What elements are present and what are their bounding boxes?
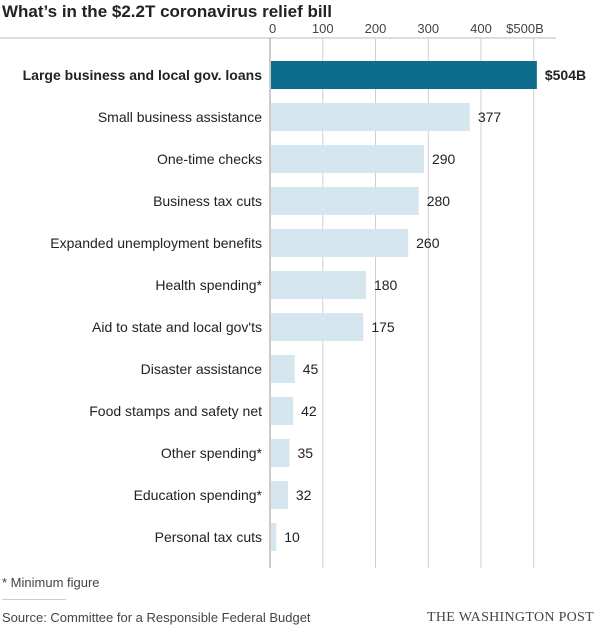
bar xyxy=(271,61,537,89)
bar xyxy=(271,397,294,425)
value-label: 32 xyxy=(296,487,312,503)
bar xyxy=(271,355,295,383)
chart-title: What’s in the $2.2T coronavirus relief b… xyxy=(2,2,333,21)
category-label: Health spending* xyxy=(155,277,262,293)
publisher-credit: THE WASHINGTON POST xyxy=(427,610,594,625)
category-label: Aid to state and local gov'ts xyxy=(92,319,262,335)
bar xyxy=(271,313,364,341)
value-label: 35 xyxy=(297,445,313,461)
source-note: Source: Committee for a Responsible Fede… xyxy=(2,610,311,625)
category-label: Business tax cuts xyxy=(153,193,262,209)
category-label: Education spending* xyxy=(134,487,263,503)
category-label: Food stamps and safety net xyxy=(89,403,262,419)
bar xyxy=(271,271,366,299)
footnote-divider xyxy=(2,599,66,600)
value-label: 290 xyxy=(432,151,456,167)
bar xyxy=(271,187,419,215)
bar xyxy=(271,481,288,509)
x-tick-label: $500B xyxy=(506,24,544,36)
category-label: Disaster assistance xyxy=(141,361,263,377)
x-tick-label: 400 xyxy=(470,24,492,36)
category-label: Large business and local gov. loans xyxy=(23,67,263,83)
bar xyxy=(271,439,290,467)
category-label: Expanded unemployment benefits xyxy=(50,235,262,251)
value-label: 180 xyxy=(374,277,398,293)
bar xyxy=(271,229,409,257)
value-label: 377 xyxy=(478,109,502,125)
x-tick-label: 0 xyxy=(269,24,276,36)
bar xyxy=(271,523,277,551)
value-label: 45 xyxy=(303,361,319,377)
value-label: 280 xyxy=(427,193,451,209)
x-tick-label: 200 xyxy=(365,24,387,36)
category-label: One-time checks xyxy=(157,151,262,167)
footnote: * Minimum figure xyxy=(2,575,100,590)
category-label: Personal tax cuts xyxy=(155,529,262,545)
category-label: Other spending* xyxy=(161,445,263,461)
x-tick-label: 100 xyxy=(312,24,334,36)
bar-chart: 0 100 200 300 400 $500B Large business and loc… xyxy=(0,24,586,568)
value-label: 10 xyxy=(284,529,300,545)
value-label: $504B xyxy=(545,67,586,83)
category-label: Small business assistance xyxy=(98,109,262,125)
bar xyxy=(271,103,470,131)
bar xyxy=(271,145,424,173)
value-label: 260 xyxy=(416,235,440,251)
x-tick-label: 300 xyxy=(417,24,439,36)
value-label: 42 xyxy=(301,403,317,419)
value-label: 175 xyxy=(371,319,395,335)
